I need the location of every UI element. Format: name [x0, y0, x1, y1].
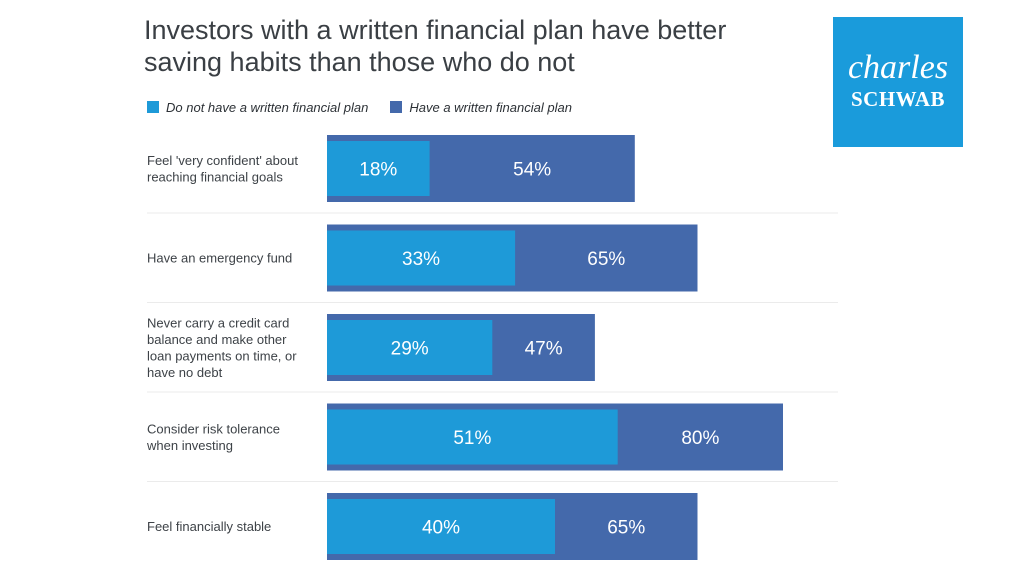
chart-title-line-2: saving habits than those who do not: [144, 47, 575, 77]
category-label: balance and make other: [147, 332, 287, 347]
value-label-with-plan: 54%: [513, 160, 551, 181]
category-label: Feel financially stable: [147, 519, 271, 534]
legend-swatch-plan: [390, 101, 403, 113]
chart-title-line-1: Investors with a written financial plan …: [144, 15, 727, 45]
value-label-without-plan: 33%: [402, 249, 440, 270]
bar-without-plan: [327, 320, 493, 375]
logo-text-schwab: SCHWAB: [850, 87, 946, 111]
category-label: Never carry a credit card: [147, 315, 289, 330]
value-label-with-plan: 65%: [607, 518, 645, 539]
legend-swatch-no-plan: [147, 101, 159, 113]
legend-item-plan: Have a written financial plan: [390, 100, 572, 115]
legend-label-plan: Have a written financial plan: [409, 99, 572, 115]
value-label-without-plan: 18%: [359, 160, 397, 181]
category-label: have no debt: [147, 365, 223, 380]
bar-without-plan: [327, 499, 555, 554]
category-label: loan payments on time, or: [147, 348, 297, 363]
chart-title: Investors with a written financial plan …: [144, 14, 784, 78]
category-label: when investing: [146, 438, 233, 453]
legend-label-no-plan: Do not have a written financial plan: [166, 99, 369, 115]
bar-without-plan: [327, 230, 516, 286]
value-label-with-plan: 80%: [681, 428, 719, 449]
value-label-without-plan: 40%: [422, 518, 460, 539]
value-label-with-plan: 47%: [525, 339, 563, 360]
value-label-without-plan: 51%: [453, 428, 491, 449]
category-label: Feel 'very confident' about: [147, 153, 298, 168]
bar-without-plan: [327, 141, 430, 196]
charles-schwab-logo: charles SCHWAB: [833, 17, 963, 147]
category-label: reaching financial goals: [147, 169, 283, 184]
chart-legend: Do not have a written financial plan Hav…: [147, 98, 594, 116]
bar-without-plan: [327, 409, 618, 465]
logo-text-charles: charles: [847, 49, 949, 86]
legend-item-no-plan: Do not have a written financial plan: [147, 100, 368, 115]
category-label: Have an emergency fund: [147, 251, 292, 266]
value-label-without-plan: 29%: [391, 339, 429, 360]
category-label: Consider risk tolerance: [147, 421, 280, 436]
value-label-with-plan: 65%: [587, 249, 625, 270]
